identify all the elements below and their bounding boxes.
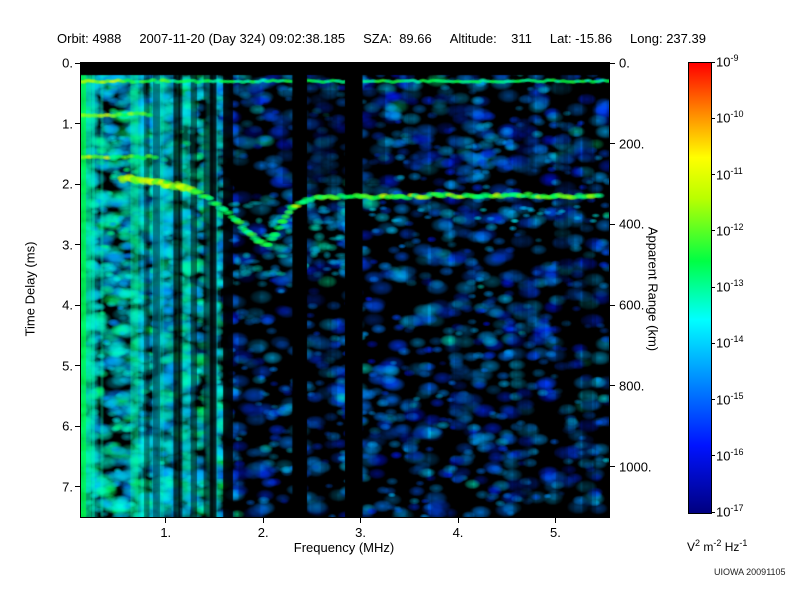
y-left-tick-label: 6.: [62, 418, 73, 434]
y-right-tick-mark: [610, 143, 615, 145]
y-left-tick-mark: [75, 244, 80, 246]
y-right-tick-label: 0.: [619, 55, 630, 71]
x-tick-label: 5.: [549, 525, 561, 540]
header-latitude: Lat: -15.86: [549, 31, 613, 46]
y-left-tick-label: 3.: [62, 237, 73, 253]
y-right-tick-label: 400.: [619, 216, 645, 232]
colorbar-tick-label: 10-15: [716, 390, 744, 407]
header-datetime: 2007-11-20 (Day 324) 09:02:38.185: [139, 31, 346, 46]
y-left-tick-mark: [75, 425, 80, 427]
y-axis-title-left: Time Delay (ms): [22, 241, 38, 337]
colorbar-tick-mark: [711, 230, 715, 232]
y-left-tick-label: 4.: [62, 297, 73, 313]
x-tick-label: 3.: [355, 525, 366, 540]
y-right-tick-label: 600.: [619, 297, 645, 313]
y-axis-title-right: Apparent Range (km): [645, 226, 661, 352]
colorbar-tick-mark: [711, 455, 715, 457]
colorbar-tick-mark: [711, 286, 715, 288]
colorbar-gradient: [688, 62, 712, 514]
y-right-tick-mark: [610, 62, 615, 64]
y-left-tick-label: 5.: [62, 358, 73, 374]
spectrogram-plot: 1. 2. 3. 4. 5. 0. 1. 2. 3. 4. 5. 6. 7. 0. 200. 400. 60…: [62, 56, 651, 541]
header-orbit: Orbit: 4988: [57, 31, 122, 46]
y-left-tick-label: 2.: [62, 176, 73, 192]
colorbar-tick-label: 10-10: [716, 109, 744, 126]
colorbar-tick-label: 10-17: [716, 503, 744, 520]
y-left-tick-mark: [75, 183, 80, 185]
y-left-tick-mark: [75, 486, 80, 488]
colorbar-unit-label: V2 m-2 Hz-1: [687, 538, 748, 555]
x-tick-label: 1.: [160, 525, 172, 540]
y-right-tick-label: 200.: [619, 136, 645, 152]
colorbar-labels: 10-9 10-10 10-11 10-12 10-13 10-14 10-15 10-16 1…: [711, 54, 780, 520]
colorbar-tick-label: 10-9: [716, 53, 739, 70]
header-longitude: Long: 237.39: [630, 31, 706, 46]
x-tick-mark: [165, 518, 167, 523]
x-axis-title: Frequency (MHz): [293, 540, 395, 555]
colorbar-tick-mark: [711, 117, 715, 119]
header-info: Orbit: 4988 2007-11-20 (Day 324) 09:02:3…: [57, 31, 706, 46]
x-tick-label: 4.: [452, 525, 464, 540]
x-tick-mark: [262, 518, 264, 523]
colorbar-tick-label: 10-11: [716, 165, 743, 182]
colorbar-tick-mark: [711, 174, 715, 175]
y-left-tick-label: 7.: [62, 479, 73, 495]
header-altitude: Altitude: 311: [449, 31, 532, 46]
y-right-tick-mark: [610, 304, 615, 306]
colorbar-tick-mark: [711, 61, 715, 63]
y-right-tick-label: 800.: [619, 378, 645, 394]
colorbar-tick-mark: [711, 342, 715, 344]
y-left-tick-label: 1.: [62, 116, 73, 132]
credit-text: UIOWA 20091105: [714, 567, 786, 577]
header-sza: SZA: 89.66: [363, 31, 432, 46]
y-left-tick-mark: [75, 62, 80, 64]
x-tick-mark: [360, 518, 362, 523]
spectrogram-canvas: [81, 63, 609, 517]
colorbar-tick-label: 10-16: [716, 446, 744, 464]
y-left-tick-mark: [75, 365, 80, 367]
y-right-tick-label: 1000.: [619, 459, 652, 475]
y-left-tick-label: 0.: [62, 55, 73, 71]
colorbar-tick-label: 10-12: [716, 221, 744, 239]
x-tick-label: 2.: [257, 525, 269, 540]
x-tick-mark: [554, 518, 556, 523]
colorbar-tick-label: 10-14: [716, 334, 744, 351]
x-tick-mark: [457, 518, 459, 523]
colorbar-tick-mark: [711, 511, 715, 513]
y-left-tick-mark: [75, 304, 80, 306]
y-right-tick-mark: [610, 223, 615, 225]
y-left-tick-mark: [75, 123, 80, 125]
y-right-tick-mark: [610, 385, 615, 387]
colorbar-tick-label: 10-13: [716, 278, 744, 295]
y-right-tick-mark: [610, 466, 615, 468]
colorbar-tick-mark: [711, 399, 715, 400]
